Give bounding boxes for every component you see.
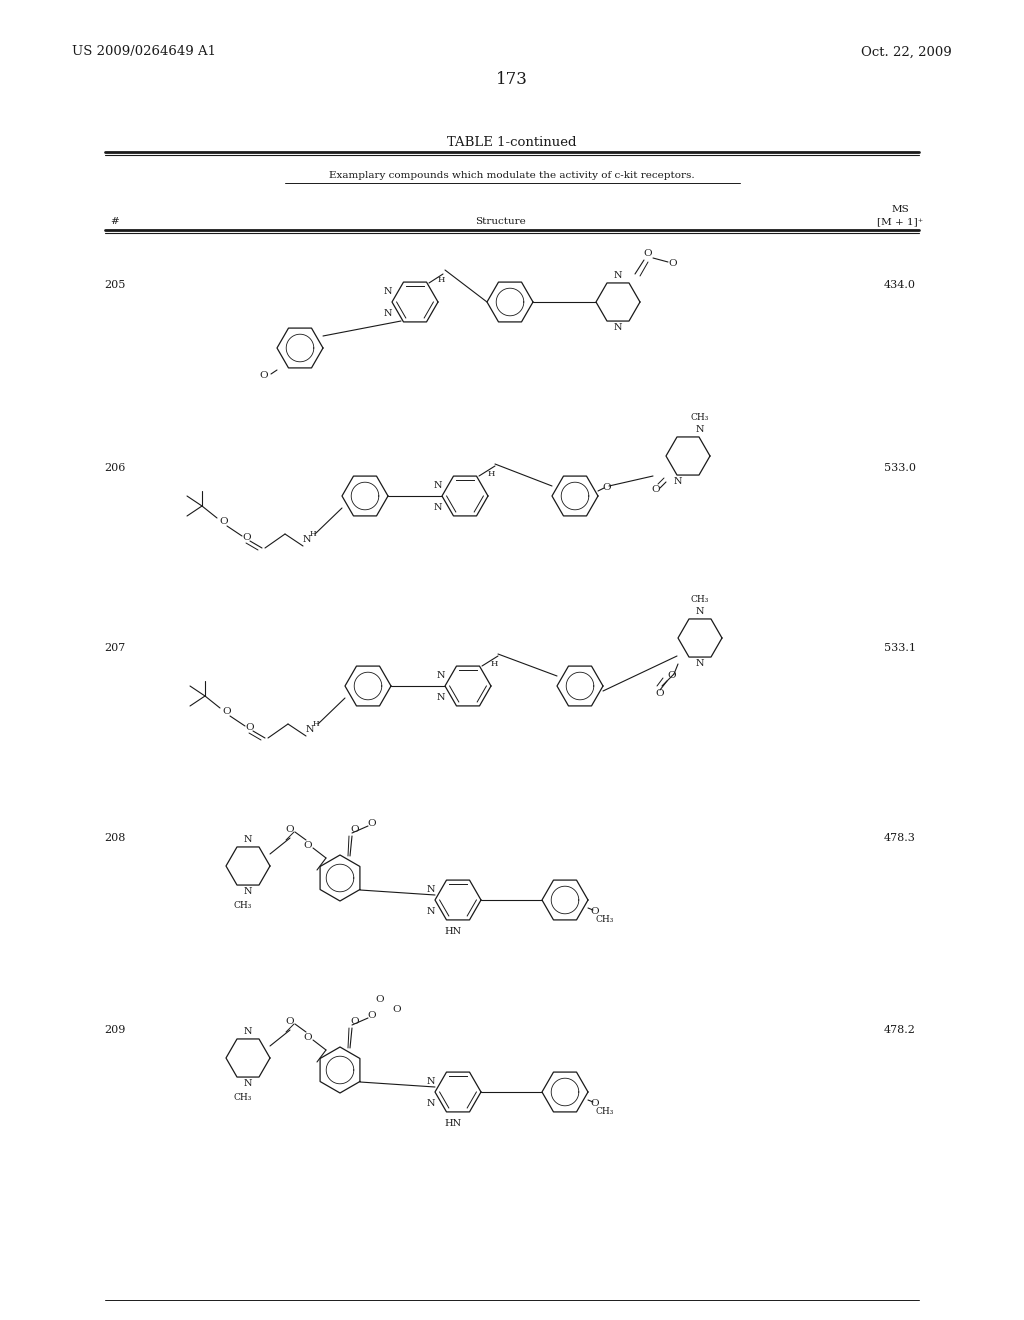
Text: HN: HN xyxy=(444,1119,462,1129)
Text: H: H xyxy=(309,531,316,539)
Text: [M + 1]⁺: [M + 1]⁺ xyxy=(877,218,923,227)
Text: N: N xyxy=(427,884,435,894)
Text: #: # xyxy=(111,218,120,227)
Text: N: N xyxy=(674,478,682,487)
Text: N: N xyxy=(427,907,435,916)
Text: O: O xyxy=(651,486,660,495)
Text: 209: 209 xyxy=(104,1026,126,1035)
Text: O: O xyxy=(246,723,254,733)
Text: N: N xyxy=(695,660,705,668)
Text: O: O xyxy=(220,516,228,525)
Text: H: H xyxy=(312,719,319,729)
Text: O: O xyxy=(350,825,359,834)
Text: CH₃: CH₃ xyxy=(691,413,710,422)
Text: O: O xyxy=(304,1034,312,1043)
Text: N: N xyxy=(437,671,445,680)
Text: O: O xyxy=(655,689,665,697)
Text: US 2009/0264649 A1: US 2009/0264649 A1 xyxy=(72,45,216,58)
Text: 478.3: 478.3 xyxy=(884,833,915,843)
Text: Oct. 22, 2009: Oct. 22, 2009 xyxy=(861,45,952,58)
Text: O: O xyxy=(243,533,251,543)
Text: 173: 173 xyxy=(496,71,528,88)
Text: 208: 208 xyxy=(104,833,126,843)
Text: N: N xyxy=(434,480,442,490)
Text: N: N xyxy=(695,425,705,434)
Text: TABLE 1-continued: TABLE 1-continued xyxy=(447,136,577,149)
Text: N: N xyxy=(437,693,445,701)
Text: O: O xyxy=(304,842,312,850)
Text: N: N xyxy=(303,536,311,544)
Text: N: N xyxy=(695,607,705,616)
Text: O: O xyxy=(260,371,268,380)
Text: O: O xyxy=(644,249,652,259)
Text: O: O xyxy=(591,908,599,916)
Text: O: O xyxy=(669,260,677,268)
Text: MS: MS xyxy=(891,206,909,214)
Text: CH₃: CH₃ xyxy=(233,902,252,911)
Text: O: O xyxy=(603,483,611,492)
Text: 478.2: 478.2 xyxy=(884,1026,915,1035)
Text: 533.1: 533.1 xyxy=(884,643,916,653)
Text: N: N xyxy=(244,887,252,896)
Text: N: N xyxy=(384,309,392,318)
Text: CH₃: CH₃ xyxy=(596,1107,614,1117)
Text: Structure: Structure xyxy=(475,218,525,227)
Text: O: O xyxy=(392,1006,401,1015)
Text: 205: 205 xyxy=(104,280,126,290)
Text: O: O xyxy=(286,1018,294,1027)
Text: N: N xyxy=(434,503,442,511)
Text: N: N xyxy=(244,836,252,845)
Text: 434.0: 434.0 xyxy=(884,280,916,290)
Text: 533.0: 533.0 xyxy=(884,463,916,473)
Text: Examplary compounds which modulate the activity of c-kit receptors.: Examplary compounds which modulate the a… xyxy=(329,170,695,180)
Text: O: O xyxy=(222,706,231,715)
Text: H: H xyxy=(437,276,444,284)
Text: N: N xyxy=(244,1027,252,1036)
Text: N: N xyxy=(384,286,392,296)
Text: N: N xyxy=(427,1077,435,1085)
Text: N: N xyxy=(613,323,623,333)
Text: 207: 207 xyxy=(104,643,126,653)
Text: HN: HN xyxy=(444,928,462,936)
Text: CH₃: CH₃ xyxy=(233,1093,252,1102)
Text: CH₃: CH₃ xyxy=(691,595,710,605)
Text: O: O xyxy=(591,1100,599,1109)
Text: O: O xyxy=(350,1018,359,1027)
Text: H: H xyxy=(490,660,498,668)
Text: 206: 206 xyxy=(104,463,126,473)
Text: O: O xyxy=(286,825,294,834)
Text: O: O xyxy=(668,672,676,681)
Text: N: N xyxy=(306,726,314,734)
Text: O: O xyxy=(368,1011,376,1019)
Text: N: N xyxy=(613,272,623,281)
Text: CH₃: CH₃ xyxy=(596,916,614,924)
Text: O: O xyxy=(376,995,384,1005)
Text: N: N xyxy=(427,1098,435,1107)
Text: O: O xyxy=(368,818,376,828)
Text: H: H xyxy=(487,470,495,478)
Text: N: N xyxy=(244,1080,252,1089)
